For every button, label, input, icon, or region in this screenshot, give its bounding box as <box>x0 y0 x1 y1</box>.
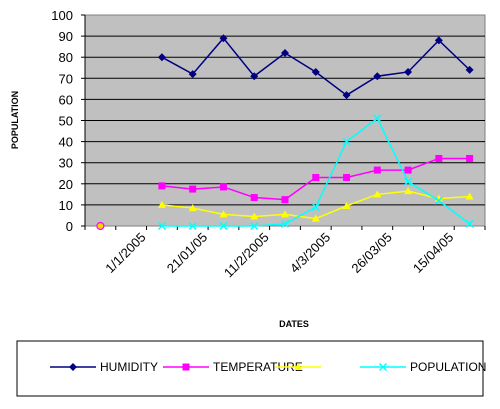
data-point <box>250 194 258 202</box>
series-population <box>157 114 474 231</box>
data-point <box>311 67 320 76</box>
data-point <box>373 72 382 81</box>
y-axis-ticks: 0 10 20 30 40 50 60 70 80 90 100 <box>51 8 85 234</box>
data-point-stroke <box>378 362 388 372</box>
legend-label: HUMIDITY <box>100 360 158 374</box>
data-point-stroke <box>219 221 228 231</box>
data-point <box>373 166 381 174</box>
data-point <box>219 34 228 43</box>
data-point <box>219 183 227 191</box>
data-point <box>342 201 351 209</box>
data-point <box>189 185 197 193</box>
grid-lines <box>85 35 485 206</box>
data-point-stroke <box>188 221 197 231</box>
data-point <box>281 196 289 204</box>
y-tick-label: 10 <box>59 198 73 213</box>
data-point <box>311 214 320 222</box>
y-tick-label: 20 <box>59 177 73 192</box>
data-point <box>373 190 382 198</box>
x-tick-label: 15/04/05 <box>410 230 456 276</box>
data-point <box>404 166 412 174</box>
y-tick-label: 0 <box>66 219 73 234</box>
data-point <box>157 53 166 62</box>
data-point <box>404 187 413 195</box>
y-tick-label: 100 <box>51 8 73 23</box>
legend-label: TEMPERATURE <box>213 360 303 374</box>
data-point <box>188 221 197 231</box>
data-point <box>219 210 228 218</box>
data-point <box>465 65 474 74</box>
data-point <box>188 204 197 212</box>
data-point-stroke <box>342 137 351 146</box>
data-point-stroke <box>434 196 443 205</box>
y-axis-title: POPULATION <box>10 91 20 149</box>
data-point-stroke <box>157 221 166 231</box>
data-point <box>312 173 320 181</box>
data-point <box>182 363 190 371</box>
series-temperature <box>158 154 474 204</box>
legend-item: POPULATION <box>360 360 486 374</box>
data-point <box>465 219 474 228</box>
data-point <box>466 154 474 162</box>
data-point-stroke <box>404 177 413 186</box>
legend-item: HUMIDITY <box>50 360 158 374</box>
legend: HUMIDITY TEMPERATURE POPULATION <box>50 360 486 374</box>
data-point <box>434 196 443 205</box>
data-point <box>343 173 351 181</box>
x-tick-label: 26/03/05 <box>348 230 394 276</box>
data-point <box>378 362 388 372</box>
data-point-stroke <box>280 219 290 228</box>
data-point <box>157 200 166 208</box>
data-point <box>294 363 302 370</box>
y-tick-label: 30 <box>59 156 73 171</box>
data-point <box>342 137 351 146</box>
series-layer <box>96 34 474 231</box>
data-point <box>69 363 77 371</box>
x-tick-label: 21/01/05 <box>164 230 210 276</box>
data-point <box>311 202 320 212</box>
y-tick-label: 70 <box>59 71 73 86</box>
data-point <box>280 219 290 228</box>
data-point <box>404 177 413 186</box>
x-tick-label: 1/1/2005 <box>102 230 148 276</box>
data-point <box>373 114 382 123</box>
data-point <box>281 48 289 57</box>
data-point <box>250 212 259 220</box>
y-tick-label: 60 <box>59 92 73 107</box>
data-point <box>96 221 105 231</box>
y-tick-label: 50 <box>59 114 73 129</box>
data-point <box>157 221 166 231</box>
data-point <box>281 210 289 218</box>
y-tick-label: 80 <box>59 50 73 65</box>
data-point-stroke <box>373 114 382 123</box>
legend-item <box>275 363 321 370</box>
x-axis-title: DATES <box>279 319 309 329</box>
x-tick-label: 11/2/2005 <box>221 230 272 281</box>
data-point <box>250 221 259 231</box>
legend-label: POPULATION <box>410 360 486 374</box>
data-point <box>158 182 166 190</box>
data-point-stroke <box>250 221 259 231</box>
x-tick-label: 4/3/2005 <box>287 230 333 276</box>
data-point <box>219 221 228 231</box>
data-point <box>250 72 259 81</box>
y-tick-label: 40 <box>59 135 73 150</box>
y-tick-label: 90 <box>59 29 73 44</box>
legend-box <box>16 340 484 397</box>
data-point <box>188 70 197 79</box>
data-point <box>342 91 351 100</box>
legend-item: TEMPERATURE <box>163 360 303 374</box>
data-point <box>465 192 474 200</box>
data-point-stroke <box>311 202 320 212</box>
data-point <box>434 36 443 45</box>
data-point <box>404 67 413 76</box>
data-point <box>435 154 443 162</box>
series-humidity <box>157 34 474 100</box>
data-point-stroke <box>465 219 474 228</box>
